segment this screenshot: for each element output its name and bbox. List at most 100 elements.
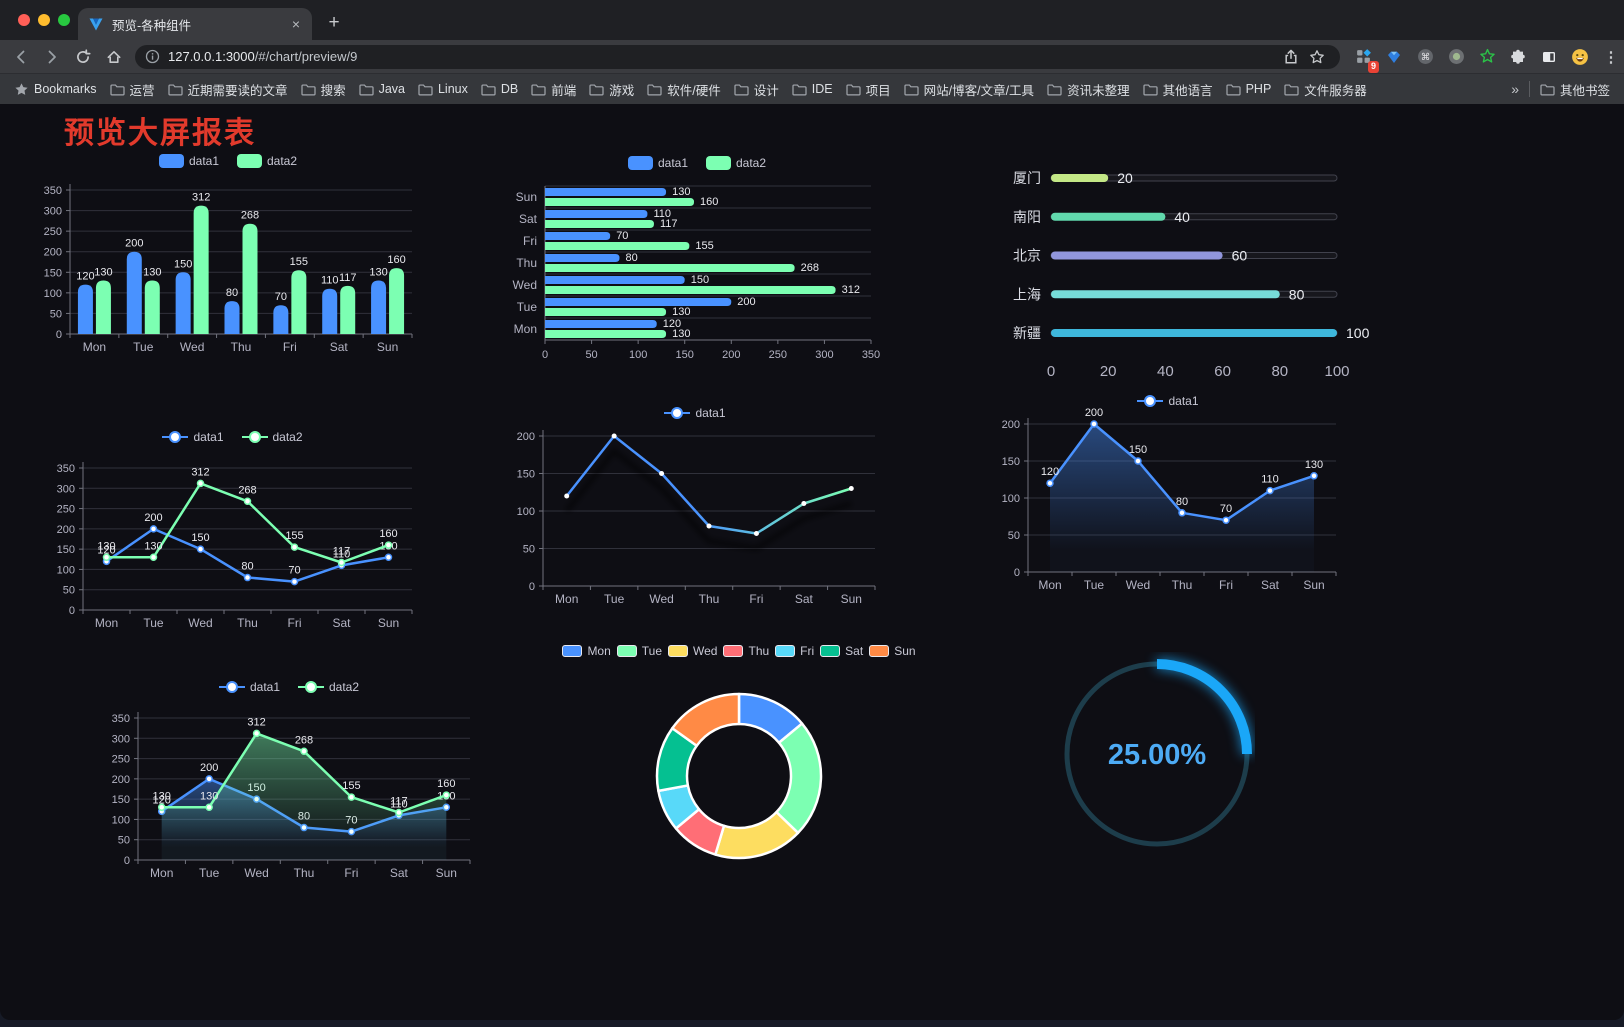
share-icon[interactable] xyxy=(1278,44,1304,70)
tab-close-icon[interactable]: × xyxy=(291,16,300,32)
extension-gem-icon[interactable] xyxy=(1381,44,1407,70)
legend-item-Mon[interactable]: Mon xyxy=(562,644,611,658)
extensions-puzzle-icon[interactable] xyxy=(1505,44,1531,70)
svg-text:Thu: Thu xyxy=(237,616,258,630)
legend-item-Tue[interactable]: Tue xyxy=(616,644,662,658)
chart-canvas: 0 50 100 150 200 250 300 350 Mon Tue Wed Thu Fri Sat S… xyxy=(44,184,413,354)
svg-text:312: 312 xyxy=(191,466,209,478)
bookmark-folder[interactable]: Java xyxy=(358,82,405,96)
chart-donut[interactable]: Mon Tue Wed Thu Fri Sat Sun xyxy=(553,638,925,870)
bookmark-folder[interactable]: PHP xyxy=(1225,82,1271,96)
bookmark-folder[interactable]: 前端 xyxy=(531,80,576,99)
legend-item-data2[interactable]: data2 xyxy=(237,154,297,168)
bookmark-folder[interactable]: 近期需要读的文章 xyxy=(167,80,288,99)
chart-line-basic[interactable]: data1 data2 0 50 100 150 200 250 300 350 Mon Tue Wed… xyxy=(45,424,420,638)
chart-line-area[interactable]: data1 0 50 100 150 200 Mon Tue Wed Thu Fri Sat Sun 12… xyxy=(988,388,1348,592)
svg-text:130: 130 xyxy=(200,790,218,802)
window-close-button[interactable] xyxy=(18,14,30,26)
legend-item-data1[interactable]: data1 xyxy=(218,680,280,694)
back-button[interactable] xyxy=(8,44,34,70)
svg-text:150: 150 xyxy=(1002,456,1020,468)
forward-button[interactable] xyxy=(39,44,65,70)
extension-star-icon[interactable] xyxy=(1474,44,1500,70)
legend-marker-data1 xyxy=(218,681,245,693)
legend-label: data2 xyxy=(736,156,767,170)
chart-gauge[interactable]: 25.00% xyxy=(1059,652,1255,856)
svg-text:0: 0 xyxy=(542,349,548,361)
legend-item-data2[interactable]: data2 xyxy=(706,156,766,170)
bookmark-folder[interactable]: IDE xyxy=(792,82,833,96)
legend-item-data2[interactable]: data2 xyxy=(298,680,359,694)
home-button[interactable] xyxy=(101,44,127,70)
new-tab-button[interactable]: + xyxy=(328,12,340,33)
folder-icon xyxy=(589,83,604,95)
chart-bar-grouped[interactable]: data1 data2 0 50 100 150 200 250 300 350 Mon Tue Wed… xyxy=(36,148,420,362)
legend-item-data2[interactable]: data2 xyxy=(241,430,303,444)
bookmark-folder[interactable]: 运营 xyxy=(109,80,155,99)
svg-text:20: 20 xyxy=(1100,363,1117,380)
bookmark-folder[interactable]: 其他语言 xyxy=(1142,80,1213,99)
svg-text:0: 0 xyxy=(56,329,62,341)
svg-text:130: 130 xyxy=(672,328,690,340)
bookmark-folder[interactable]: DB xyxy=(481,82,518,96)
bookmark-folder[interactable]: 搜索 xyxy=(300,80,346,99)
chart-line-gradient[interactable]: data1 0 50 100 150 200 Mon Tue Wed Thu Fri Sat Sun xyxy=(503,400,887,608)
svg-text:Fri: Fri xyxy=(749,592,763,606)
charts-area: data1 data2 0 50 100 150 200 250 300 350 Mon Tue Wed… xyxy=(0,104,1624,1020)
legend-item-Thu[interactable]: Thu xyxy=(723,644,769,658)
bookmark-folder[interactable]: 软件/硬件 xyxy=(647,80,721,99)
legend-item-Sat[interactable]: Sat xyxy=(820,644,863,658)
legend-item-data1[interactable]: data1 xyxy=(664,406,726,420)
browser-tab[interactable]: 预览-各种组件 × xyxy=(78,8,312,40)
svg-text:110: 110 xyxy=(653,208,671,220)
svg-text:Sat: Sat xyxy=(390,866,409,880)
legend-item-data1[interactable]: data1 xyxy=(158,154,219,168)
svg-text:Mon: Mon xyxy=(1038,578,1061,592)
chart-line-area-two[interactable]: data1 data2 0 50 100 150 200 250 300 350 Mon Tue Wed… xyxy=(100,674,478,888)
chart-bar-horizontal[interactable]: data1 data2 0 50 100 150 200 250 300 350 Mon 120 130… xyxy=(503,150,891,368)
svg-text:200: 200 xyxy=(1085,407,1103,419)
bookmarks-overflow-button[interactable]: » xyxy=(1511,81,1519,97)
window-minimize-button[interactable] xyxy=(38,14,50,26)
bookmark-folder[interactable]: 资讯未整理 xyxy=(1047,80,1130,99)
other-bookmarks[interactable]: 其他书签 xyxy=(1540,80,1610,99)
bookmarks-manager[interactable]: Bookmarks xyxy=(14,82,97,97)
svg-text:0: 0 xyxy=(124,855,130,867)
svg-text:Mon: Mon xyxy=(83,340,106,354)
bookmark-folder[interactable]: 文件服务器 xyxy=(1284,80,1367,99)
bookmark-folder[interactable]: 设计 xyxy=(734,80,779,99)
svg-text:120: 120 xyxy=(97,544,115,556)
chart-canvas: 0 50 100 150 200 250 300 350 Mon Tue Wed Thu Fri Sat S… xyxy=(57,462,413,630)
legend-item-Wed[interactable]: Wed xyxy=(668,644,717,658)
svg-text:50: 50 xyxy=(50,308,62,320)
legend-item-data1[interactable]: data1 xyxy=(627,156,688,170)
extension-record-icon[interactable] xyxy=(1443,44,1469,70)
legend-item-Sun[interactable]: Sun xyxy=(869,644,916,658)
legend-item-data1[interactable]: data1 xyxy=(162,430,224,444)
folder-icon xyxy=(1540,83,1555,95)
address-bar[interactable]: 127.0.0.1:3000/#/chart/preview/9 xyxy=(135,44,1340,70)
bookmark-folder[interactable]: 项目 xyxy=(846,80,891,99)
chart-legend: data1 xyxy=(988,388,1348,414)
side-panel-icon[interactable] xyxy=(1536,44,1562,70)
bookmark-folder[interactable]: 游戏 xyxy=(589,80,634,99)
legend-item-data1[interactable]: data1 xyxy=(1137,394,1199,408)
bookmark-folder[interactable]: 网站/博客/文章/工具 xyxy=(904,80,1034,99)
reload-button[interactable] xyxy=(70,44,96,70)
legend-item-Fri[interactable]: Fri xyxy=(775,644,814,658)
svg-text:Sat: Sat xyxy=(330,340,349,354)
legend-marker-data1 xyxy=(1137,395,1164,407)
menu-button[interactable]: ⋮ xyxy=(1603,48,1619,66)
chart-capsule-bars[interactable]: 厦门 20 南阳 40 北京 60 上海 80 新疆 100 0 20 40 60 80 100 xyxy=(995,152,1371,388)
bookmark-star-icon[interactable] xyxy=(1304,44,1330,70)
extension-grid-icon[interactable]: 9 xyxy=(1350,44,1379,73)
extension-command-icon[interactable]: ⌘ xyxy=(1412,44,1438,70)
bookmark-folder[interactable]: Linux xyxy=(418,82,468,96)
bookmark-folder-label: 文件服务器 xyxy=(1304,83,1367,98)
emoji-extension-icon[interactable] xyxy=(1567,44,1593,70)
window-zoom-button[interactable] xyxy=(58,14,70,26)
svg-text:Wed: Wed xyxy=(188,616,212,630)
site-info-icon[interactable] xyxy=(145,49,160,64)
